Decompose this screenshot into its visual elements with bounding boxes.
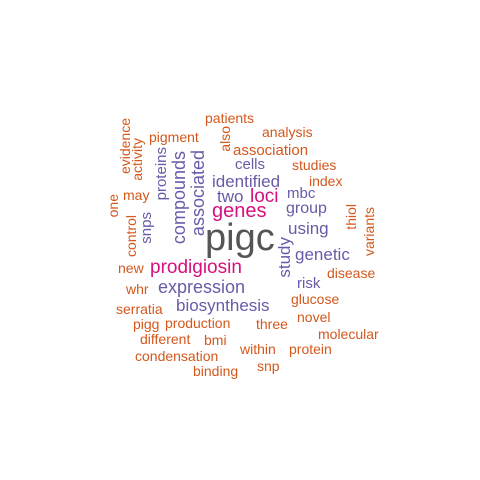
word-binding: binding	[193, 363, 239, 379]
word-snp: snp	[257, 358, 280, 374]
word-disease: disease	[327, 265, 376, 281]
word-loci: loci	[250, 186, 279, 207]
word-activity: activity	[129, 138, 145, 181]
word-also: also	[217, 126, 233, 152]
word-group: group	[286, 200, 327, 217]
word-proteins: proteins	[153, 147, 170, 201]
word-novel: novel	[297, 309, 331, 325]
word-analysis: analysis	[262, 124, 313, 140]
word-control: control	[123, 215, 139, 258]
word-whr: whr	[126, 281, 149, 297]
word-cells: cells	[235, 156, 266, 173]
word-thiol: thiol	[343, 204, 359, 230]
word-pigment: pigment	[149, 129, 199, 145]
word-mbc: mbc	[287, 185, 316, 202]
word-prodigiosin: prodigiosin	[150, 257, 242, 278]
word-molecular: molecular	[318, 326, 379, 342]
word-genetic: genetic	[295, 245, 350, 264]
word-biosynthesis: biosynthesis	[176, 296, 270, 315]
word-associated: associated	[188, 150, 208, 237]
word-bmi: bmi	[204, 332, 227, 348]
word-pigg: pigg	[133, 316, 160, 332]
word-three: three	[256, 316, 288, 332]
word-identified: identified	[212, 172, 281, 191]
word-condensation: condensation	[135, 348, 219, 364]
word-serratia: serratia	[116, 301, 163, 317]
word-pigc: pigc	[205, 217, 275, 259]
word-compounds: compounds	[169, 151, 189, 245]
word-different: different	[140, 331, 191, 347]
word-glucose: glucose	[291, 291, 340, 307]
word-protein: protein	[289, 341, 332, 357]
word-studies: studies	[292, 157, 337, 173]
word-new: new	[118, 260, 144, 276]
word-one: one	[105, 194, 121, 218]
word-may: may	[123, 187, 150, 203]
word-expression: expression	[158, 277, 246, 297]
word-index: index	[309, 173, 343, 189]
word-within: within	[240, 341, 276, 357]
word-association: association	[233, 142, 309, 159]
word-genes: genes	[212, 200, 267, 222]
word-snps: snps	[138, 212, 155, 244]
word-production: production	[165, 315, 231, 331]
word-two: two	[217, 187, 244, 206]
word-risk: risk	[297, 275, 321, 292]
word-study: study	[275, 237, 294, 278]
word-variants: variants	[361, 207, 377, 257]
word-patients: patients	[205, 110, 255, 126]
word-using: using	[288, 219, 329, 238]
